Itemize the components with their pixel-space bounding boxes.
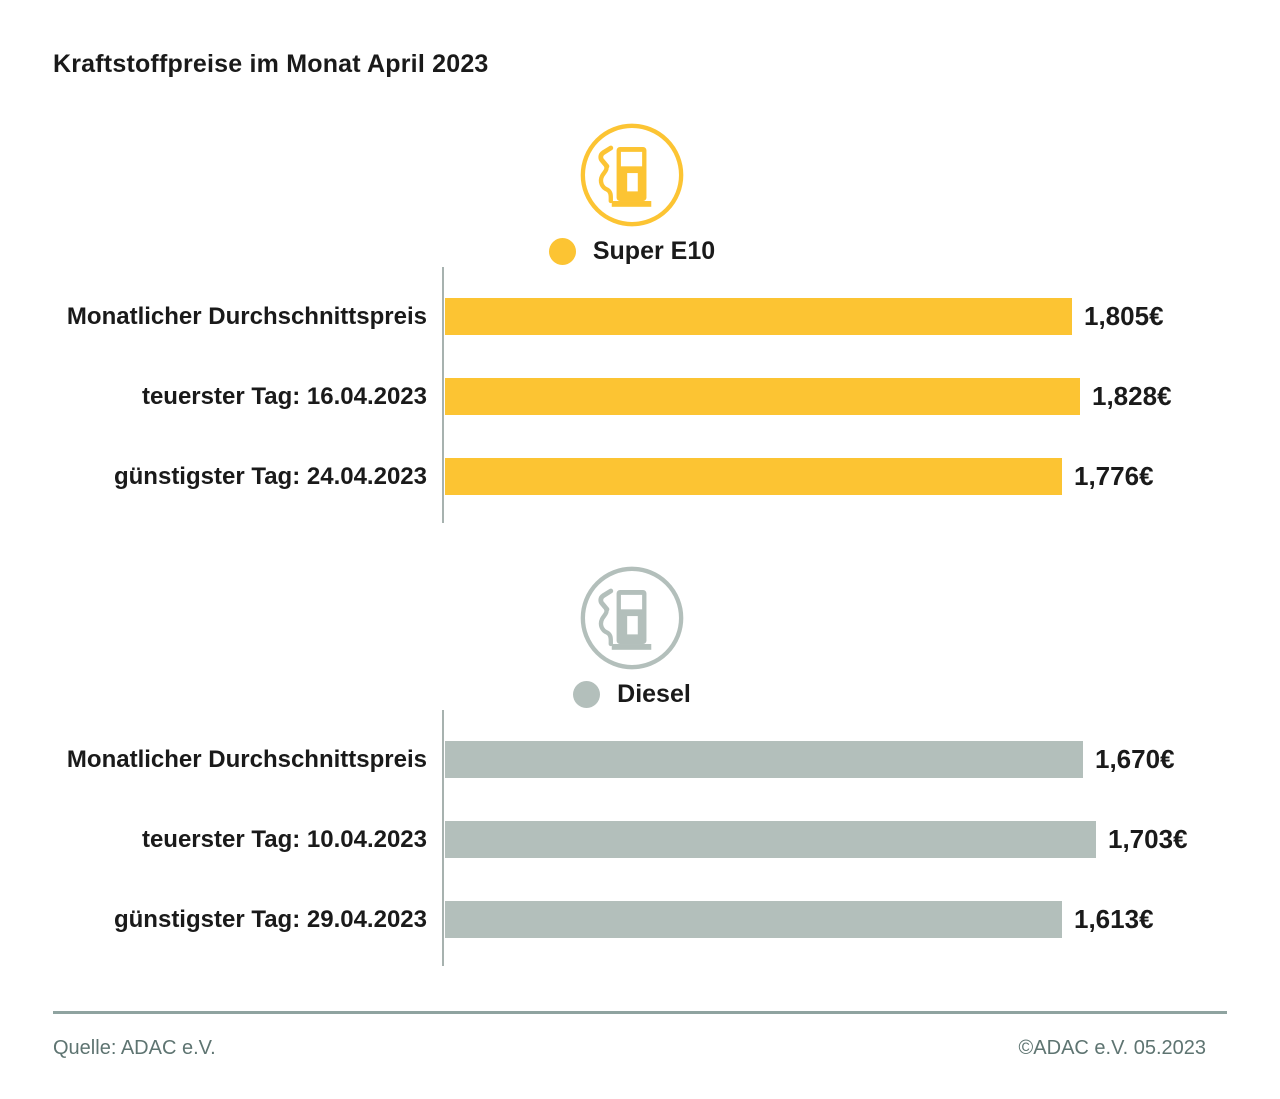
section-diesel: Diesel Monatlicher Durchschnittspreis 1,6…: [0, 565, 1280, 975]
bar-value: 1,703€: [1108, 824, 1188, 854]
fuel-pump-icon: [580, 123, 684, 227]
bar-label: Monatlicher Durchschnittspreis: [66, 303, 427, 330]
legend-super-e10: Super E10: [0, 236, 1264, 266]
bar-value: 1,805€: [1084, 301, 1164, 331]
bar-label: Monatlicher Durchschnittspreis: [66, 746, 427, 773]
bar-row: teuerster Tag: 16.04.2023 1,828€: [0, 378, 1280, 415]
bar: [445, 378, 1080, 415]
bars-super-e10: Monatlicher Durchschnittspreis 1,805€ teue…: [0, 298, 1280, 528]
bars-diesel: Monatlicher Durchschnittspreis 1,670€ teue…: [0, 741, 1280, 971]
bar: [445, 821, 1096, 858]
footer-copyright: ©ADAC e.V. 05.2023: [1018, 1037, 1206, 1059]
fuel-pump-icon: [580, 566, 684, 670]
bar-row: Monatlicher Durchschnittspreis 1,805€: [0, 298, 1280, 335]
axis-line-super-e10: [442, 267, 444, 523]
bar: [445, 741, 1083, 778]
bar: [445, 901, 1062, 938]
bar-label: teuerster Tag: 16.04.2023: [141, 383, 427, 410]
legend-label-diesel: Diesel: [617, 679, 691, 708]
axis-line-diesel: [442, 710, 444, 966]
bar-label: günstigster Tag: 29.04.2023: [113, 906, 427, 933]
bar-value: 1,828€: [1092, 381, 1172, 411]
footer-source: Quelle: ADAC e.V.: [53, 1037, 216, 1059]
legend-diesel: Diesel: [0, 679, 1264, 709]
bar-value: 1,776€: [1074, 461, 1154, 491]
bar-value: 1,613€: [1074, 904, 1154, 934]
bar-row: günstigster Tag: 24.04.2023 1,776€: [0, 458, 1280, 495]
legend-dot-super-e10: [548, 237, 576, 265]
page-title: Kraftstoffpreise im Monat April 2023: [53, 50, 489, 78]
legend-label-super-e10: Super E10: [592, 236, 716, 265]
bar-row: Monatlicher Durchschnittspreis 1,670€: [0, 741, 1280, 778]
fuel-pump-icon-wrap: [579, 122, 685, 228]
fuel-pump-icon-wrap: [579, 565, 685, 671]
section-super-e10: Super E10 Monatlicher Durchschnittspreis…: [0, 122, 1280, 532]
bar-value: 1,670€: [1095, 744, 1175, 774]
footer-divider: [53, 1011, 1227, 1014]
bar-row: teuerster Tag: 10.04.2023 1,703€: [0, 821, 1280, 858]
legend-dot-diesel: [573, 680, 601, 708]
bar: [445, 298, 1072, 335]
bar-label: teuerster Tag: 10.04.2023: [141, 826, 427, 853]
bar-row: günstigster Tag: 29.04.2023 1,613€: [0, 901, 1280, 938]
bar: [445, 458, 1062, 495]
bar-label: günstigster Tag: 24.04.2023: [113, 463, 427, 490]
